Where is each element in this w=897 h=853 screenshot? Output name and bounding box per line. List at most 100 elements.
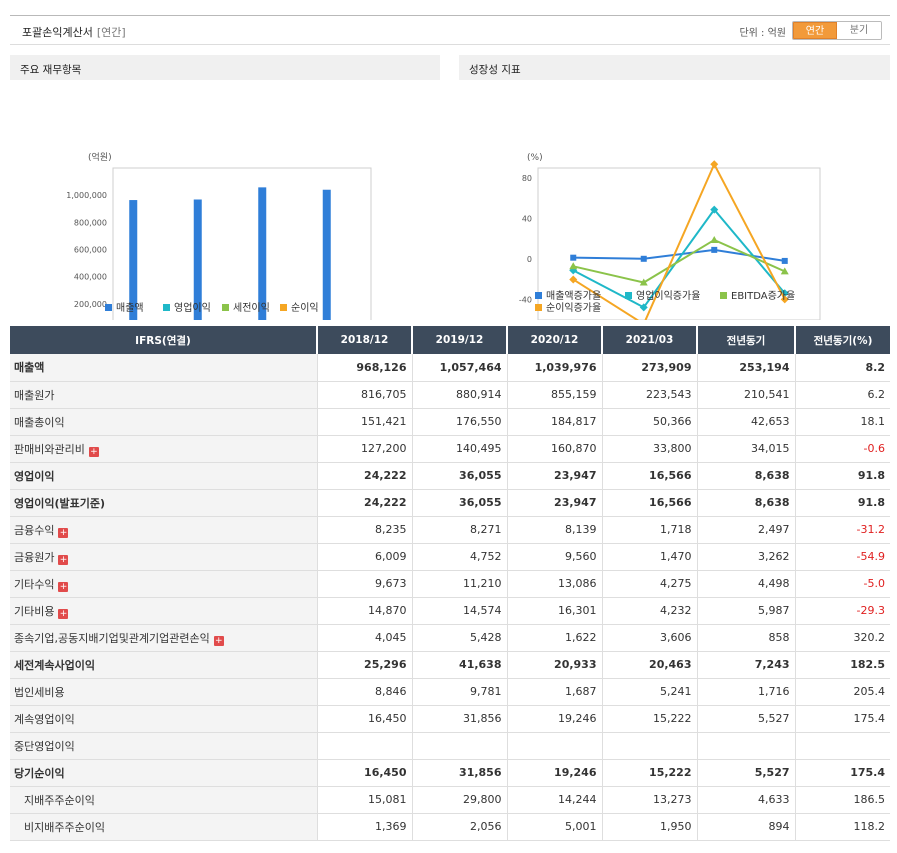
value-cell: 855,159 bbox=[506, 381, 602, 409]
table-header-row: IFRS(연결) 2018/12 2019/12 2020/12 2021/03… bbox=[10, 326, 890, 354]
data-point bbox=[781, 257, 788, 264]
legend-item[interactable]: 세전이익 bbox=[222, 299, 270, 314]
y-tick-label: 80 bbox=[522, 174, 532, 183]
legend-item[interactable]: 영업이익증가율 bbox=[625, 287, 700, 302]
annual-tab[interactable]: 연간 bbox=[793, 22, 837, 39]
legend-item[interactable]: 영업이익 bbox=[163, 299, 211, 314]
value-cell: 5,527 bbox=[696, 759, 795, 787]
expand-icon[interactable]: + bbox=[58, 554, 69, 565]
quarter-tab[interactable]: 분기 bbox=[837, 22, 881, 39]
data-point bbox=[570, 254, 577, 261]
row-label-cell: 계속영업이익 bbox=[10, 705, 317, 733]
y-tick-label: 600,000 bbox=[74, 246, 107, 255]
table-row: 매출액 968,126 1,057,464 1,039,976 273,909 253,1… bbox=[10, 354, 890, 382]
value-cell: 33,800 bbox=[601, 435, 697, 463]
value-cell: 1,716 bbox=[696, 678, 795, 706]
value-cell: 151,421 bbox=[316, 408, 412, 436]
statement-header: 포괄손익계산서 [연간] 단위 : 억원 연간 분기 bbox=[10, 15, 890, 45]
expand-icon[interactable]: + bbox=[88, 446, 99, 457]
table-row: 법인세비용 8,846 9,781 1,687 5,241 1,716 205.4 bbox=[10, 678, 890, 706]
expand-icon[interactable]: + bbox=[58, 581, 69, 592]
value-cell: 182.5 bbox=[794, 651, 890, 679]
column-header: 전년동기(%) bbox=[794, 326, 890, 354]
value-cell: 5,001 bbox=[506, 813, 602, 841]
legend-label: 순이익 bbox=[291, 303, 319, 314]
income-statement-table: IFRS(연결) 2018/12 2019/12 2020/12 2021/03… bbox=[10, 326, 890, 841]
row-label-cell: 금융수익 + bbox=[10, 516, 317, 544]
row-label: 당기순이익 bbox=[14, 766, 65, 780]
table-row: 당기순이익 16,450 31,856 19,246 15,222 5,527 175.4 bbox=[10, 759, 890, 787]
table-row: 영업이익(발표기준) 24,222 36,055 23,947 16,566 8,638 9… bbox=[10, 489, 890, 517]
bar bbox=[193, 199, 202, 320]
table-row: 판매비와관리비 +127,200 140,495 160,870 33,800 34,01… bbox=[10, 435, 890, 463]
value-cell: 175.4 bbox=[794, 705, 890, 733]
legend-item[interactable]: 매출액 bbox=[105, 299, 144, 314]
value-cell: 24,222 bbox=[316, 462, 412, 490]
value-cell bbox=[601, 732, 697, 760]
row-label: 기타비용 bbox=[14, 604, 55, 618]
bar bbox=[258, 187, 267, 320]
y-tick-label: 400,000 bbox=[74, 273, 107, 282]
value-cell: 2,497 bbox=[696, 516, 795, 544]
legend-item[interactable]: EBITDA증가율 bbox=[720, 287, 795, 302]
bar-chart-legend: 매출액 영업이익 세전이익 순이익 bbox=[105, 299, 435, 319]
value-cell: 1,470 bbox=[601, 543, 697, 571]
value-cell: 9,781 bbox=[411, 678, 507, 706]
value-cell: 5,987 bbox=[696, 597, 795, 625]
row-label: 비지배주주순이익 bbox=[24, 820, 105, 834]
value-cell: 1,622 bbox=[506, 624, 602, 652]
table-row: 세전계속사업이익 25,296 41,638 20,933 20,463 7,243 182… bbox=[10, 651, 890, 679]
value-cell: 2,056 bbox=[411, 813, 507, 841]
series-line bbox=[572, 161, 786, 320]
data-point bbox=[780, 295, 789, 304]
table-row: 매출총이익 151,421 176,550 184,817 50,366 42,653 18… bbox=[10, 408, 890, 436]
row-label: 매출원가 bbox=[14, 388, 55, 402]
legend-swatch bbox=[625, 292, 632, 299]
value-cell: 6,009 bbox=[316, 543, 412, 571]
value-cell: 3,606 bbox=[601, 624, 697, 652]
value-cell: 4,045 bbox=[316, 624, 412, 652]
value-cell: 36,055 bbox=[411, 489, 507, 517]
expand-icon[interactable]: + bbox=[213, 635, 224, 646]
value-cell: 186.5 bbox=[794, 786, 890, 814]
legend-label: 영업이익 bbox=[174, 303, 211, 314]
value-cell: 8,235 bbox=[316, 516, 412, 544]
value-cell: 1,369 bbox=[316, 813, 412, 841]
value-cell: 15,081 bbox=[316, 786, 412, 814]
data-point bbox=[711, 246, 718, 253]
legend-item[interactable]: 순이익증가율 bbox=[535, 299, 601, 314]
legend-item[interactable]: 순이익 bbox=[280, 299, 319, 314]
value-cell: 16,566 bbox=[601, 462, 697, 490]
row-label: 영업이익(발표기준) bbox=[14, 496, 106, 510]
value-cell: 15,222 bbox=[601, 705, 697, 733]
row-label: 기타수익 bbox=[14, 577, 55, 591]
legend-label: 순이익증가율 bbox=[546, 303, 602, 314]
data-point bbox=[639, 278, 648, 286]
row-label: 매출총이익 bbox=[14, 415, 65, 429]
value-cell: 16,450 bbox=[316, 759, 412, 787]
value-cell: 140,495 bbox=[411, 435, 507, 463]
value-cell: 5,527 bbox=[696, 705, 795, 733]
data-point bbox=[780, 267, 789, 275]
row-label-cell: 영업이익(발표기준) bbox=[10, 489, 317, 517]
row-label-cell: 종속기업,공동지배기업및관계기업관련손익 + bbox=[10, 624, 317, 652]
row-label-cell: 매출액 bbox=[10, 354, 317, 382]
row-label: 영업이익 bbox=[14, 469, 55, 483]
period-toggle: 연간 분기 bbox=[792, 21, 882, 40]
table-row: 비지배주주순이익 1,369 2,056 5,001 1,950 894 118.2 bbox=[10, 813, 890, 841]
legend-item[interactable]: 매출액증가율 bbox=[535, 287, 601, 302]
expand-icon[interactable]: + bbox=[58, 608, 69, 619]
y-tick-label: 800,000 bbox=[74, 218, 107, 227]
value-cell bbox=[411, 732, 507, 760]
y-tick-label: 40 bbox=[522, 215, 532, 224]
y-tick-label: 0 bbox=[527, 255, 532, 264]
row-label: 계속영업이익 bbox=[14, 712, 75, 726]
expand-icon[interactable]: + bbox=[58, 527, 69, 538]
value-cell: 3,262 bbox=[696, 543, 795, 571]
legend-label: 매출액증가율 bbox=[546, 291, 602, 302]
row-label-cell: 세전계속사업이익 bbox=[10, 651, 317, 679]
data-point bbox=[569, 275, 578, 284]
value-cell bbox=[506, 732, 602, 760]
row-label-cell: 지배주주순이익 bbox=[10, 786, 317, 814]
